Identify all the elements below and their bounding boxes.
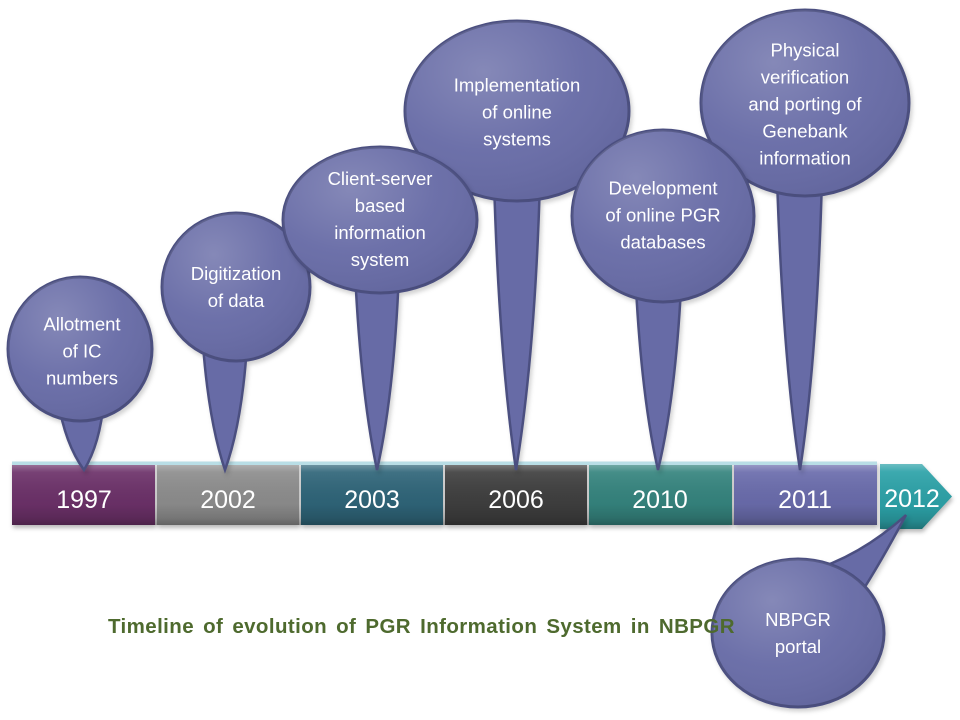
callout-bubble-2003 xyxy=(281,145,479,295)
year-label-2012: 2012 xyxy=(884,485,940,513)
timeline-bar: 1997 2002 2003 2006 2010 2011 2012 xyxy=(12,461,952,529)
callout-tail-2010 xyxy=(634,286,683,471)
callout-2003 xyxy=(281,145,479,471)
callout-1997 xyxy=(6,275,154,473)
callout-2012 xyxy=(710,514,908,709)
callout-tail-2003 xyxy=(353,270,401,471)
year-label-2006: 2006 xyxy=(488,486,544,514)
callout-bubble-2010 xyxy=(570,128,756,304)
diagram-caption: Timeline of evolution of PGR Information… xyxy=(108,615,735,638)
callout-tail-2011 xyxy=(775,176,824,471)
year-label-2002: 2002 xyxy=(200,486,256,514)
year-label-2010: 2010 xyxy=(632,486,688,514)
callout-tail-2002 xyxy=(201,343,249,474)
year-label-1997: 1997 xyxy=(56,486,112,514)
year-label-2003: 2003 xyxy=(344,486,400,514)
timeline-arrow-bevel xyxy=(880,464,952,529)
callout-2010 xyxy=(570,128,756,471)
callout-bubble-2012 xyxy=(710,557,886,709)
callout-2002 xyxy=(160,211,312,474)
callout-tail-2006 xyxy=(492,178,542,471)
timeline-bevel-overlay xyxy=(12,465,877,525)
timeline-top-highlight xyxy=(12,461,877,465)
year-label-2011: 2011 xyxy=(778,486,832,514)
callout-bubble-1997 xyxy=(6,275,154,423)
